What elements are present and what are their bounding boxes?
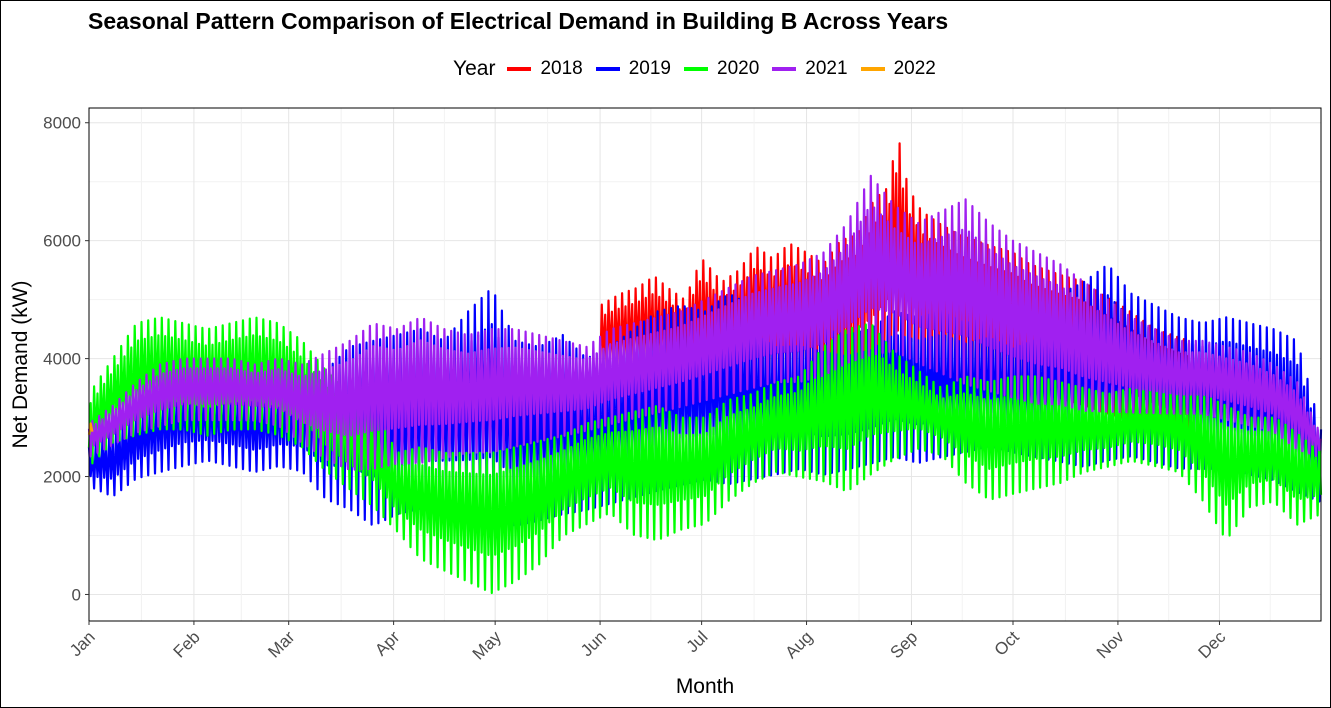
chart-title: Seasonal Pattern Comparison of Electrica…	[88, 8, 949, 34]
x-tick-label: Jan	[66, 627, 99, 660]
legend-label-2018: 2018	[540, 58, 583, 79]
y-tick-label: 0	[72, 585, 81, 604]
x-tick-label: Sep	[886, 627, 921, 662]
y-axis-title: Net Demand (kW)	[9, 280, 32, 448]
x-tick-label: Aug	[782, 627, 817, 662]
legend-item-2018: 2018	[507, 58, 583, 80]
legend-item-2019: 2019	[595, 58, 671, 80]
x-tick-label: Jul	[683, 627, 712, 656]
legend-item-2021: 2021	[772, 58, 848, 80]
y-tick-label: 8000	[43, 114, 81, 133]
legend-swatch-2020	[684, 67, 708, 71]
panel-border	[88, 107, 1322, 622]
legend: Year 2018 2019 2020 2021 2022	[453, 57, 949, 81]
x-tick-label: Dec	[1194, 627, 1229, 662]
series-layer	[87, 142, 1323, 595]
legend-swatch-2018	[507, 67, 532, 71]
legend-title: Year	[453, 57, 496, 80]
legend-label-2022: 2022	[893, 58, 936, 79]
legend-swatch-2021	[772, 67, 797, 71]
x-axis-title: Month	[676, 675, 734, 698]
legend-item-2022: 2022	[860, 58, 936, 80]
legend-label-2021: 2021	[805, 58, 848, 79]
x-tick-label: Oct	[991, 627, 1023, 659]
y-tick-label: 6000	[43, 232, 81, 251]
legend-item-2020: 2020	[684, 58, 759, 80]
x-axis: Jan Feb Mar Apr May Jun Jul Aug Sep Oct Nov Dec	[66, 621, 1230, 664]
legend-label-2020: 2020	[717, 58, 760, 79]
x-tick-label: May	[469, 627, 505, 663]
legend-swatch-2022	[860, 67, 885, 71]
x-tick-label: Feb	[170, 627, 204, 661]
legend-label-2019: 2019	[628, 58, 671, 79]
legend-swatch-2019	[595, 67, 620, 71]
x-tick-label: Mar	[264, 627, 298, 661]
x-tick-label: Apr	[371, 627, 403, 659]
y-axis: 0 2000 4000 6000 8000	[43, 114, 89, 604]
x-tick-label: Nov	[1093, 627, 1128, 662]
y-tick-label: 4000	[43, 350, 81, 369]
series-line-2022	[87, 422, 94, 435]
x-tick-label: Jun	[577, 627, 610, 660]
series-line-2021	[87, 174, 1323, 471]
y-tick-label: 2000	[43, 468, 81, 487]
